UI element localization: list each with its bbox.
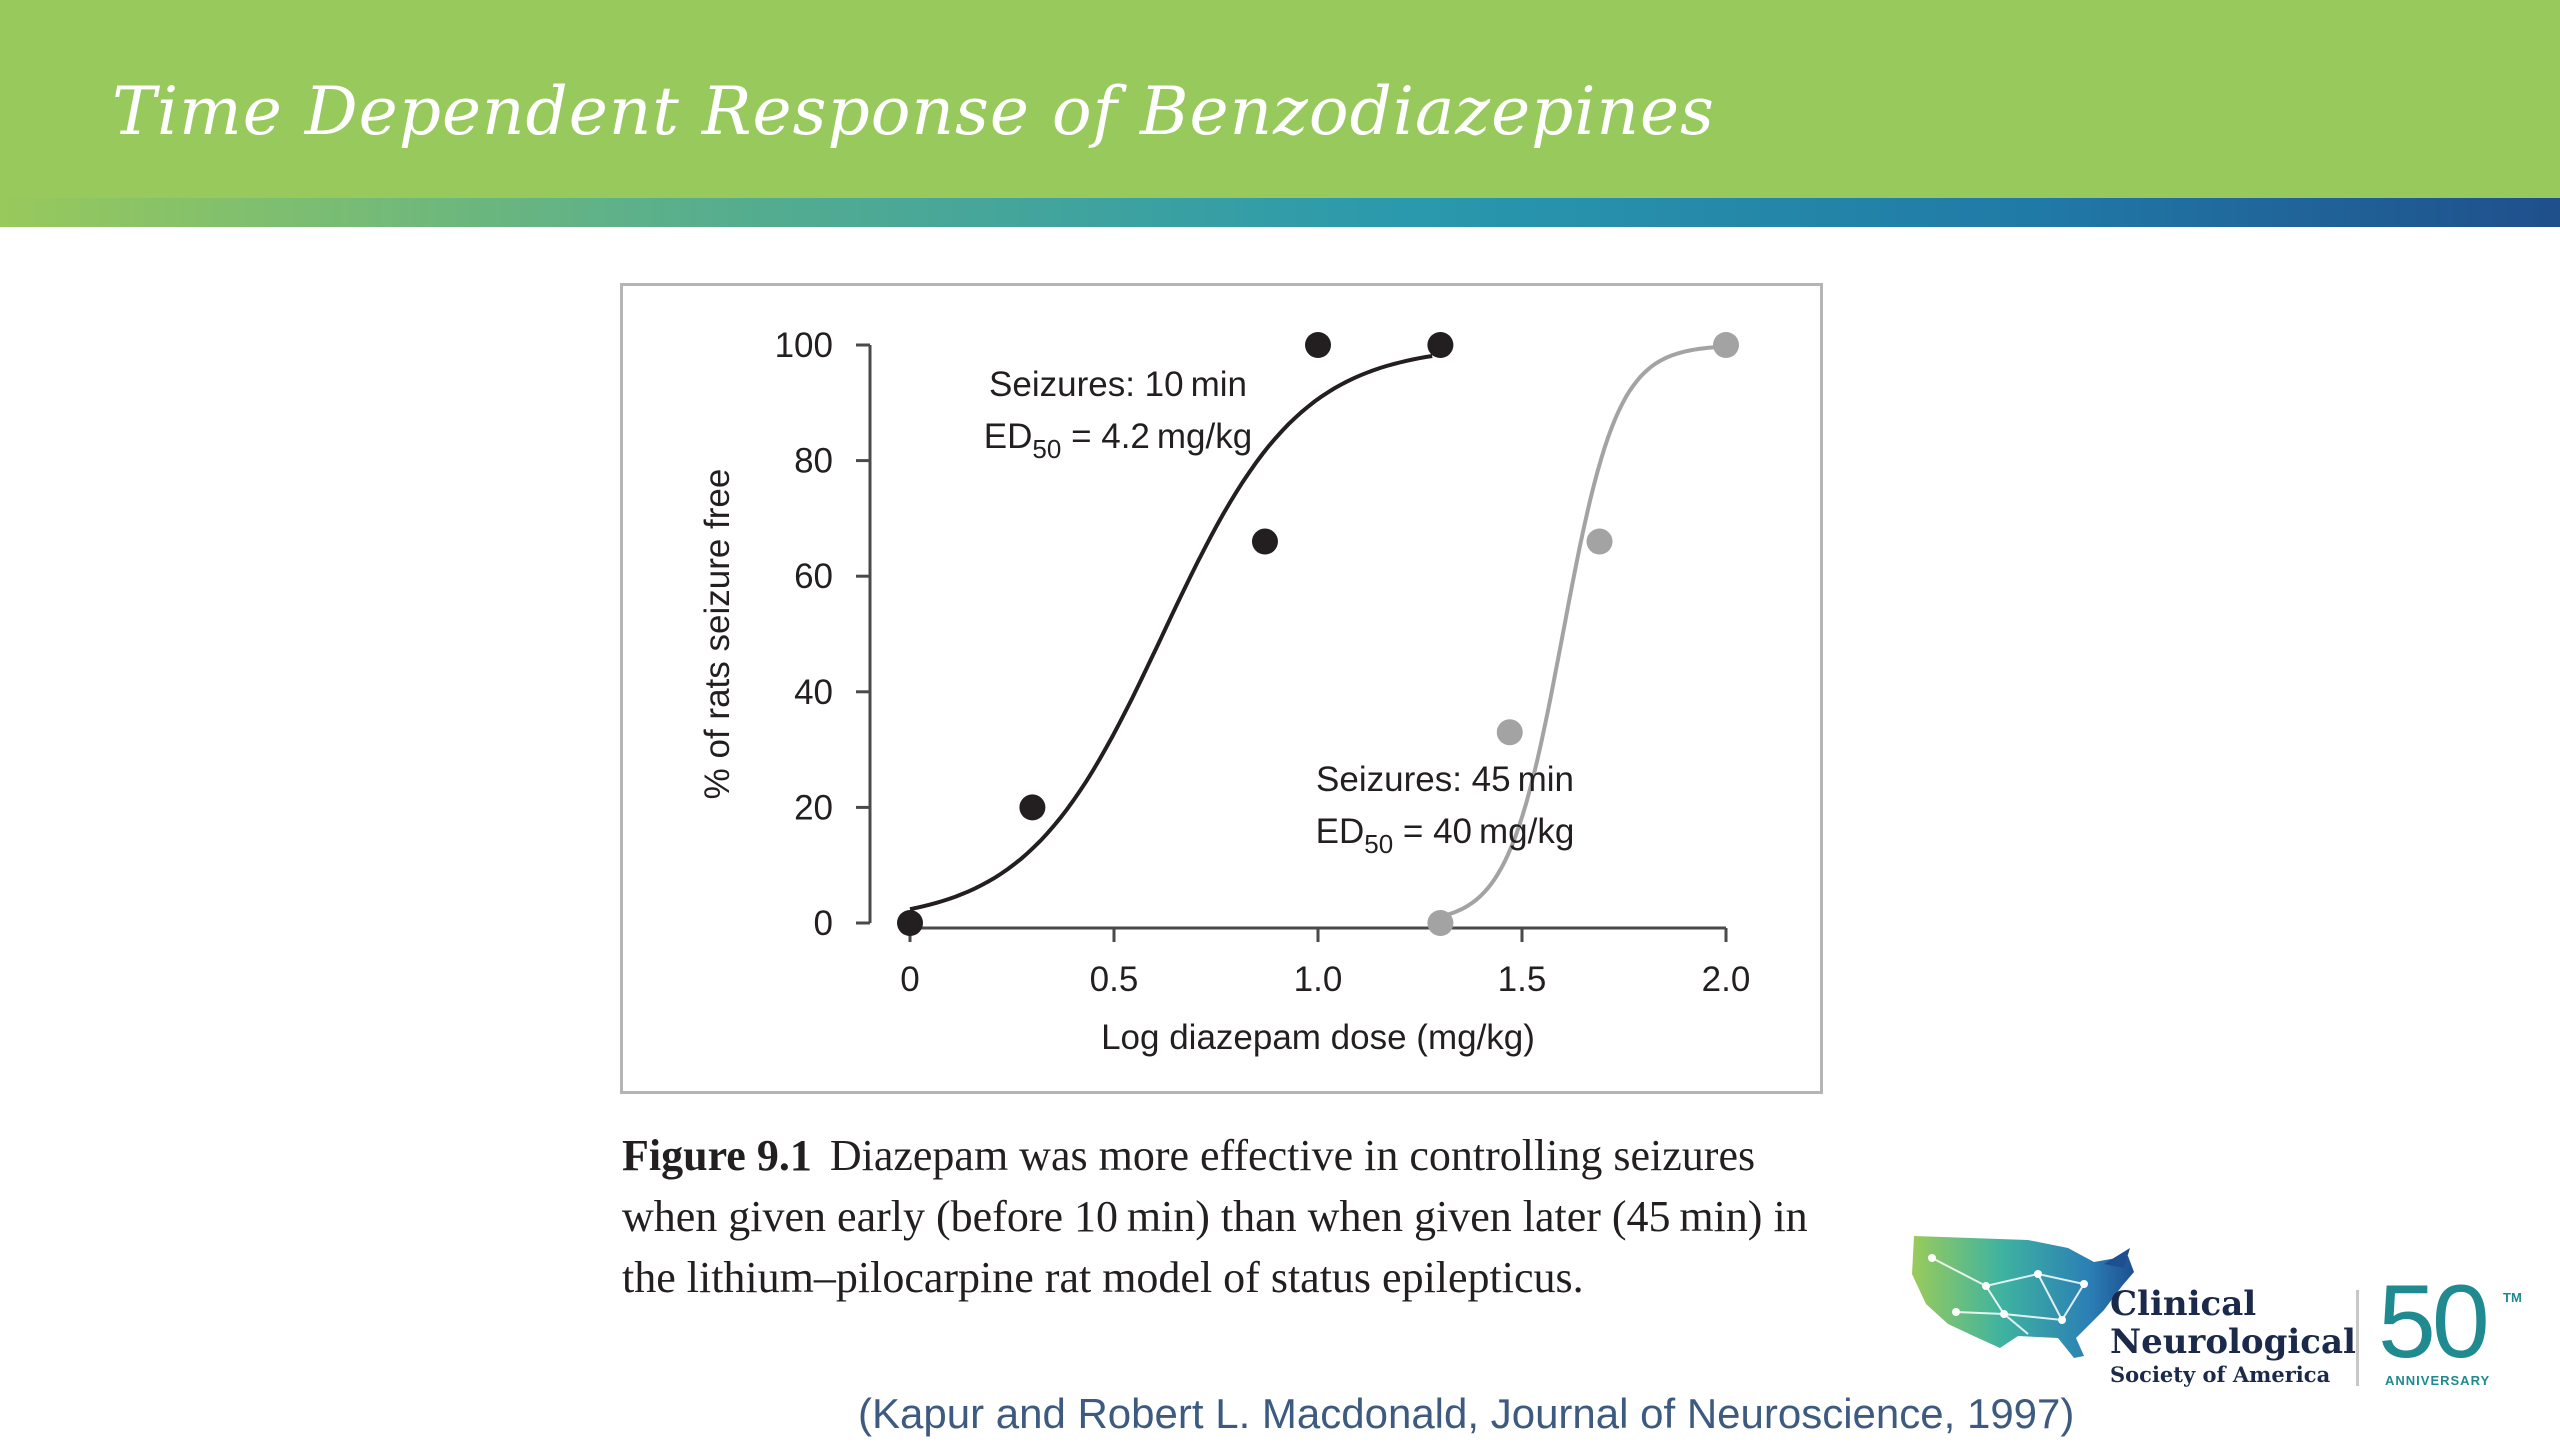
annotation-line-2: ED50 = 40 mg/kg (1316, 812, 1575, 859)
y-tick-label: 80 (794, 442, 833, 481)
x-axis-label: Log diazepam dose (mg/kg) (1101, 1018, 1535, 1057)
x-tick-label: 1.0 (1294, 960, 1343, 999)
usa-map-network-logo (1912, 1236, 2134, 1358)
y-tick-label: 0 (814, 904, 833, 943)
fit-curve-2 (1439, 344, 1727, 919)
logo-line-2: Neurological (2110, 1322, 2356, 1362)
data-point (897, 910, 923, 936)
annotation-line-1: Seizures: 10 min (989, 365, 1247, 404)
y-tick-label: 20 (794, 788, 833, 827)
figure-frame: 0 20 40 60 80 100 0 0.5 1.0 1.5 2.0 Log diazepam d… (620, 283, 1823, 1094)
dose-response-chart: 0 20 40 60 80 100 0 0.5 1.0 1.5 2.0 Log diazepam d… (698, 326, 1751, 1057)
data-point (1305, 332, 1331, 358)
logo-line-1: Clinical (2110, 1284, 2257, 1324)
citation: (Kapur and Robert L. Macdonald, Journal … (858, 1390, 2075, 1437)
x-tick-label: 0.5 (1090, 960, 1139, 999)
figure-caption: Figure 9.1 Diazepam was more effective in… (622, 1125, 1822, 1308)
caption-text: Diazepam was more effective in controlli… (622, 1131, 1808, 1302)
logo-line-3: Society of America (2110, 1362, 2331, 1387)
fit-curve-1 (909, 354, 1433, 912)
data-point (1251, 528, 1278, 555)
anniversary-number: 50 (2378, 1264, 2490, 1380)
data-point (1586, 528, 1613, 555)
annotation-line-2: ED50 = 4.2 mg/kg (984, 417, 1252, 464)
title-bar (0, 0, 2560, 198)
logo-divider (2356, 1290, 2359, 1386)
y-tick-label: 40 (794, 673, 833, 712)
data-point (1713, 332, 1739, 358)
y-tick-label: 100 (775, 326, 833, 365)
annotation-line-1: Seizures: 45 min (1316, 760, 1574, 799)
anniversary-label: ANNIVERSARY (2385, 1373, 2491, 1388)
x-tick-label: 2.0 (1702, 960, 1751, 999)
y-axis-label: % of rats seizure free (698, 469, 737, 800)
logo-wordmark: Clinical Neurological Society of America (2110, 1285, 2356, 1389)
y-tick-label: 60 (794, 557, 833, 596)
data-point (1019, 794, 1046, 821)
data-point (1427, 910, 1454, 936)
slide-title: Time Dependent Response of Benzodiazepin… (112, 73, 1715, 150)
title-bar-gradient-stripe (0, 198, 2560, 227)
data-point (1496, 719, 1523, 746)
x-tick-label: 1.5 (1498, 960, 1547, 999)
anniversary-trademark: TM (2503, 1290, 2522, 1305)
figure-label: Figure 9.1 (622, 1131, 812, 1180)
x-tick-label: 0 (900, 960, 919, 999)
data-point (1427, 332, 1454, 358)
